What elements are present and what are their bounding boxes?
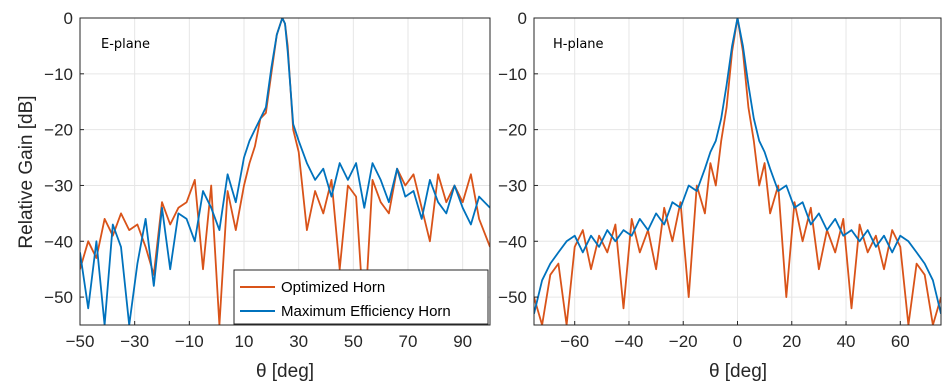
h-plane-series — [534, 18, 941, 325]
h-plane-ticks: −60 −40 −20 0 20 40 60 −50 −40 −30 −20 −10 0 — [498, 9, 910, 351]
e-plane-ticks: −50 −30 −10 10 30 50 70 90 −50 −40 −30 −20 −10 0 — [44, 9, 472, 351]
e-plane-x-tick-label: −50 — [66, 332, 95, 351]
legend-box — [233, 269, 489, 325]
h-plane-x-axis-title: θ [deg] — [709, 361, 767, 382]
e-plane-panel: −50 −30 −10 10 30 50 70 90 −50 −40 −30 −20 −10 0 E-pl… — [16, 9, 491, 382]
e-plane-y-tick-label: −40 — [44, 232, 73, 251]
e-plane-series-optimized-horn — [80, 18, 490, 325]
h-plane-y-tick-label: 0 — [518, 9, 527, 28]
e-plane-y-tick-label: −10 — [44, 65, 73, 84]
e-plane-x-tick-label: 90 — [453, 332, 472, 351]
h-plane-y-tick-label: −20 — [498, 121, 527, 140]
legend-label-maximum-efficiency-horn: Maximum Efficiency Horn — [281, 303, 451, 320]
h-plane-grid — [534, 17, 941, 325]
e-plane-series — [80, 18, 490, 325]
e-plane-series-maximum-efficiency-horn — [80, 18, 490, 325]
e-plane-label: E-plane — [101, 37, 150, 52]
h-plane-x-tick-label: 60 — [891, 332, 910, 351]
h-plane-y-tick-label: −50 — [498, 288, 527, 307]
e-plane-x-tick-label: −30 — [120, 332, 149, 351]
h-plane-x-tick-label: 0 — [733, 332, 742, 351]
h-plane-x-tick-label: 40 — [837, 332, 856, 351]
e-plane-x-tick-label: 50 — [344, 332, 363, 351]
h-plane-x-tick-label: −40 — [615, 332, 644, 351]
h-plane-panel: −60 −40 −20 0 20 40 60 −50 −40 −30 −20 −10 0 H-plane… — [498, 9, 942, 382]
h-plane-series-maximum-efficiency-horn — [534, 18, 941, 315]
e-plane-y-tick-label: −20 — [44, 121, 73, 140]
e-plane-x-axis-title: θ [deg] — [256, 361, 314, 382]
h-plane-x-tick-label: 20 — [782, 332, 801, 351]
e-plane-y-tick-label: −50 — [44, 288, 73, 307]
e-plane-x-tick-label: 10 — [235, 332, 254, 351]
legend-label-optimized-horn: Optimized Horn — [281, 279, 385, 296]
h-plane-label: H-plane — [553, 37, 604, 52]
e-plane-y-tick-label: 0 — [64, 9, 73, 28]
e-plane-x-tick-label: −10 — [175, 332, 204, 351]
e-plane-y-tick-label: −30 — [44, 176, 73, 195]
legend: Optimized Horn Maximum Efficiency Horn — [233, 269, 489, 325]
e-plane-x-tick-label: 30 — [289, 332, 308, 351]
h-plane-y-tick-label: −40 — [498, 232, 527, 251]
h-plane-series-optimized-horn — [534, 18, 941, 325]
h-plane-x-tick-label: −20 — [669, 332, 698, 351]
e-plane-x-tick-label: 70 — [399, 332, 418, 351]
h-plane-y-tick-label: −30 — [498, 176, 527, 195]
h-plane-y-tick-label: −10 — [498, 65, 527, 84]
y-axis-title: Relative Gain [dB] — [16, 95, 37, 248]
h-plane-x-tick-label: −60 — [560, 332, 589, 351]
e-plane-frame — [79, 17, 491, 326]
